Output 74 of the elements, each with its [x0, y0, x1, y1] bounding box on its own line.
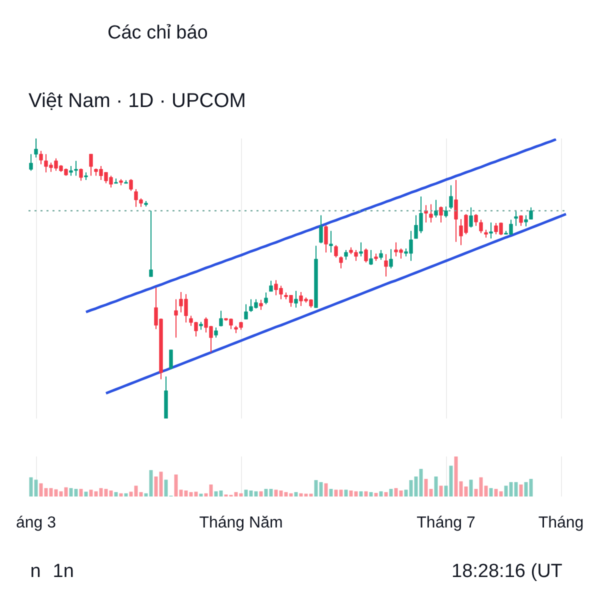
candlestick [364, 248, 368, 264]
x-tick-label: Tháng 7 [416, 514, 476, 532]
candlestick [524, 214, 528, 227]
candlestick [169, 349, 173, 370]
text: 1n [52, 561, 74, 582]
candlestick [489, 222, 493, 239]
bar [379, 491, 383, 496]
candlestick [454, 179, 458, 242]
candlestick [89, 154, 93, 176]
bar [79, 488, 83, 496]
candlestick [369, 249, 373, 266]
text: n [30, 561, 41, 582]
candlestick [529, 206, 533, 220]
candlestick [519, 214, 523, 226]
candlestick [439, 206, 443, 223]
bar [469, 480, 473, 496]
bar [329, 488, 333, 496]
candlestick [479, 219, 483, 234]
x-tick-label: áng 3 [16, 514, 56, 532]
candlestick [449, 184, 453, 210]
bar [119, 493, 123, 496]
candlestick [384, 254, 388, 278]
candlestick [259, 299, 263, 310]
bar [294, 492, 298, 496]
candlestick [69, 165, 73, 176]
candlestick [149, 210, 153, 278]
bar [439, 486, 443, 496]
candlestick [34, 138, 38, 158]
text: 18:28:16 (UT [452, 561, 563, 582]
candlestick [324, 224, 328, 253]
x-tick-label: Tháng [538, 514, 584, 532]
bar [114, 492, 118, 496]
candlestick [244, 304, 248, 320]
candlestick [344, 249, 348, 260]
candlestick [174, 298, 178, 338]
bar [259, 491, 263, 496]
candlestick [264, 292, 268, 305]
bar [84, 492, 88, 496]
candlestick [214, 327, 218, 338]
candlestick [474, 214, 478, 226]
candlestick [329, 230, 333, 253]
candlestick [434, 199, 438, 218]
bar [324, 483, 328, 496]
candlestick [334, 244, 338, 258]
candlestick [429, 204, 433, 223]
candlestick [444, 206, 448, 218]
bar [384, 492, 388, 496]
candlestick [269, 280, 273, 292]
bar [359, 491, 363, 496]
bar [489, 488, 493, 496]
candlestick [74, 160, 78, 176]
bar [389, 488, 393, 496]
bar [519, 484, 523, 496]
candlestick [294, 290, 298, 308]
candlestick [219, 310, 223, 327]
x-tick-label: Tháng Năm [199, 514, 283, 532]
candlestick [389, 248, 393, 269]
candlestick [39, 150, 43, 165]
candlestick [29, 154, 33, 172]
bar [344, 490, 348, 496]
candlestick [514, 210, 518, 226]
bar [199, 494, 203, 496]
candlestick [79, 168, 83, 182]
candlestick [469, 206, 473, 228]
bar [434, 476, 438, 496]
candlestick [379, 249, 383, 260]
bar [369, 492, 373, 496]
candlestick [129, 178, 133, 192]
bar [374, 492, 378, 496]
candlestick [339, 256, 343, 269]
bar [364, 491, 368, 496]
candlestick [359, 242, 363, 257]
bar [124, 493, 128, 496]
candlestick [319, 214, 323, 244]
